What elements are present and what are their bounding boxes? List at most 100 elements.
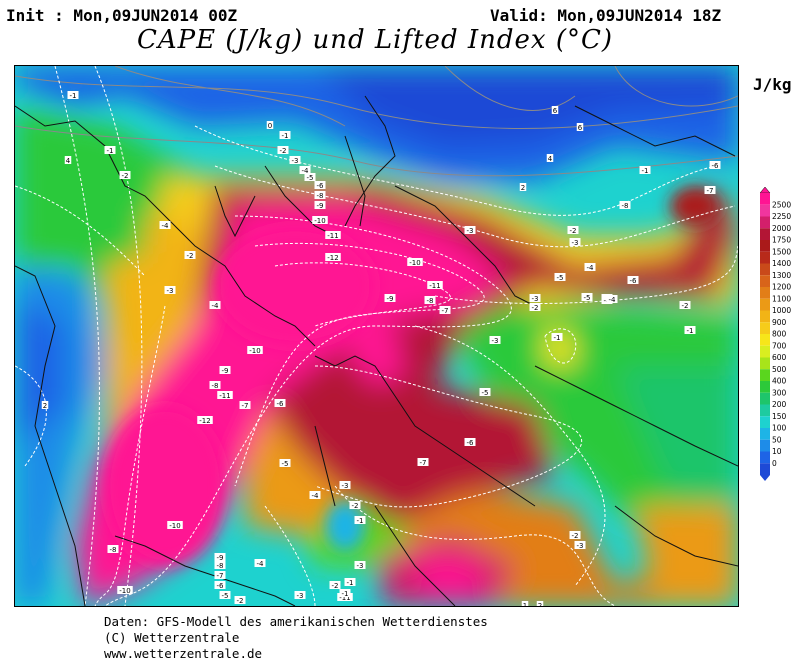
li-label: -9 [222,367,229,375]
li-label-bg [214,553,226,561]
colorbar-swatch [760,357,770,370]
li-label-bg [424,296,436,304]
li-label: -12 [199,417,210,425]
colorbar-tick-label: 900 [772,318,787,327]
colorbar-tick-label: 1200 [772,283,791,292]
li-label: -11 [339,594,350,602]
li-label: -6 [630,277,638,285]
colorbar-swatch [760,204,770,217]
li-label-bg [254,559,266,567]
li-label: 4 [66,157,71,165]
colorbar-tick-label: 50 [772,435,782,444]
li-label-bg [569,238,581,246]
li-label: 0 [268,122,272,130]
li-label-bg [349,501,361,509]
cape-map: -1 -1 -2 -4 -2 -3 -4 2 0 -1 -2 -3 -4 -5 -6 -8 -9 -10 -11 -1… [14,65,739,607]
li-label-bg [627,276,639,284]
li-label: -5 [222,592,229,600]
li-label: -6 [277,400,285,408]
colorbar-tick-label: 400 [772,377,787,386]
li-label-bg [554,273,566,281]
colorbar-tick-label: 1500 [772,247,791,256]
li-label: 6 [553,107,558,115]
li-label: -4 [587,264,595,272]
colorbar-tick-label: 2250 [772,212,791,221]
li-label: -10 [169,522,180,530]
li-label-bg [325,253,341,261]
footer-source: Daten: GFS-Modell des amerikanischen Wet… [104,614,488,629]
li-label-bg [344,578,356,586]
colorbar-swatch [760,345,770,358]
li-label: -7 [442,307,449,315]
li-label: -4 [257,560,265,568]
colorbar-swatch [760,392,770,405]
li-label-bg [325,231,341,239]
li-label: 1 [523,602,527,606]
li-label: -5 [557,274,564,282]
li-label-bg [354,516,366,524]
li-label: -3 [572,239,579,247]
li-label-bg [234,596,246,604]
colorbar-tick-label: 1400 [772,259,791,268]
cape-colorbar: 2500225020001750150014001300120011001000… [760,187,791,481]
li-label: -2 [332,582,339,590]
li-label: -7 [420,459,427,467]
li-label: 2 [521,184,525,192]
li-label-bg [209,301,221,309]
li-label: -8 [110,546,117,554]
colorbar-bottom-arrow [760,475,770,481]
li-label: -9 [217,554,224,562]
colorbar-swatch [760,322,770,334]
geopotential-isolines [15,66,738,177]
li-label-bg [704,186,716,194]
li-label-bg [219,366,231,374]
colorbar-tick-label: 10 [772,447,782,456]
colorbar-swatch [760,263,770,276]
li-label: -4 [162,222,170,230]
li-label: -1 [342,590,349,598]
li-label-bg [217,391,233,399]
colorbar-swatch [760,381,770,393]
li-label: -3 [357,562,364,570]
li-label-bg [329,581,341,589]
li-label-bg [294,591,306,599]
colorbar-swatch [760,310,770,323]
li-label: -2 [682,302,689,310]
li-label: -2 [280,147,287,155]
li-label: -7 [217,572,224,580]
li-label-bg [299,166,311,174]
li-label-bg [67,91,79,99]
colorbar-swatch [760,463,770,475]
li-label: -2 [237,597,244,605]
li-label-bg [159,221,171,229]
li-label-bg [279,131,291,139]
li-label-bg [41,401,49,409]
li-label-bg [314,181,326,189]
map-title: CAPE (J/kg) und Lifted Index (°C) [136,25,614,55]
li-label-bg [521,601,529,606]
li-label: -11 [327,232,338,240]
li-label: -7 [242,402,249,410]
li-label: -10 [249,347,260,355]
footer-url[interactable]: www.wetterzentrale.de [104,646,263,661]
li-label: -2 [122,172,129,180]
li-label-bg [684,326,696,334]
colorbar-swatch [760,275,770,287]
colorbar-tick-label: 2000 [772,224,791,233]
colorbar-tick-label: 600 [772,353,787,362]
li-label: -7 [707,187,714,195]
li-label-bg [464,438,476,446]
cape-shading [15,66,738,606]
li-label-bg [679,301,691,309]
li-label-bg [584,263,596,271]
li-label: -4 [212,302,220,310]
li-label-bg [184,251,196,259]
li-label: -5 [282,460,289,468]
li-label-bg [709,161,721,169]
li-label-bg [167,521,183,529]
li-label: -5 [482,389,489,397]
colorbar-swatch [760,428,770,440]
li-label-bg [219,591,231,599]
li-label: -11 [219,392,230,400]
li-label-bg [384,294,396,302]
